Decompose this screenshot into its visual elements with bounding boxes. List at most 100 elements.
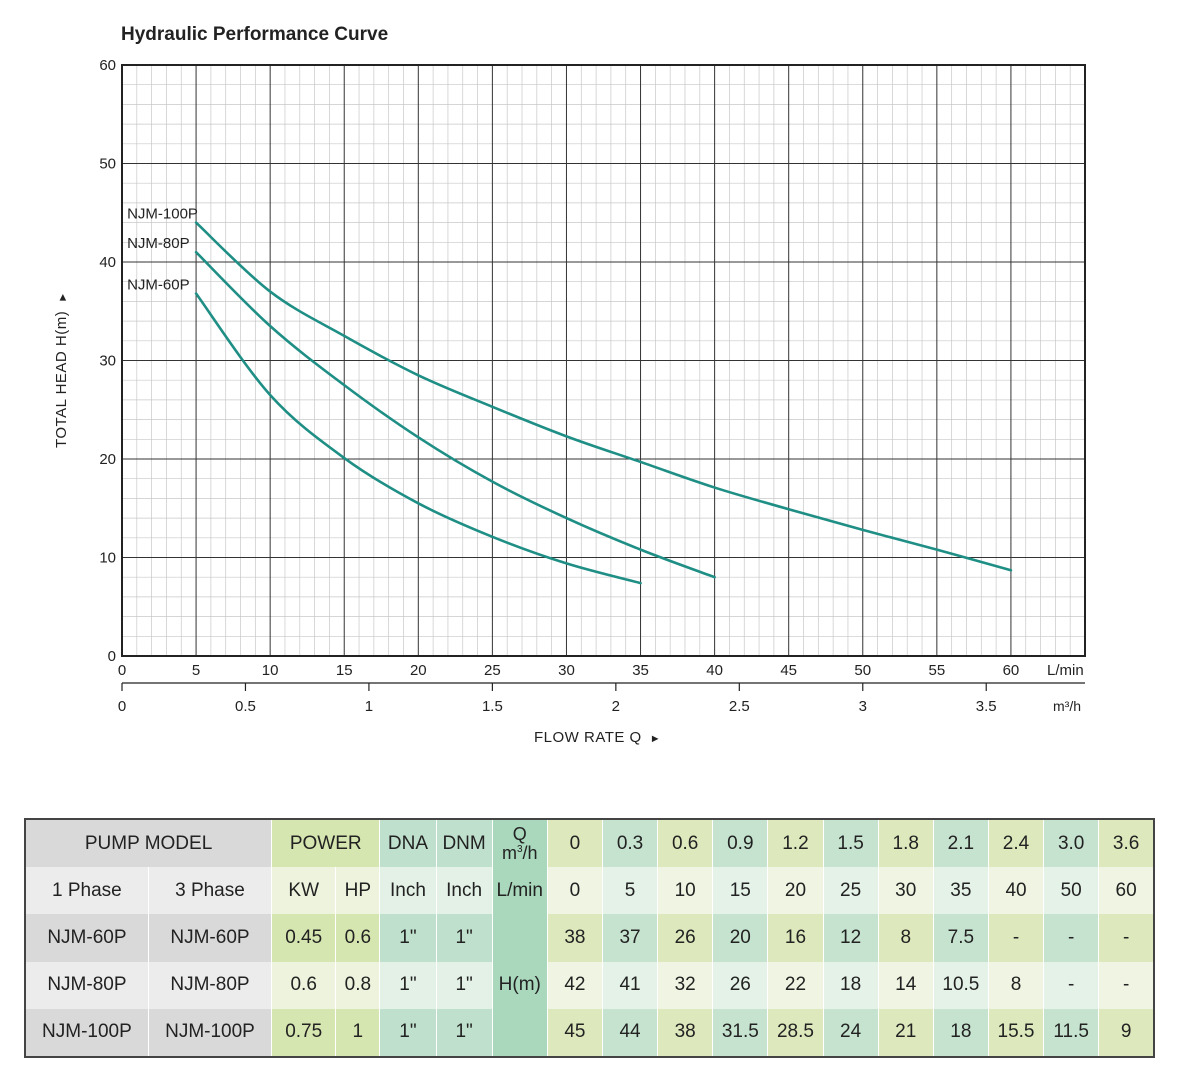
dnm-value: 1" [436, 1008, 493, 1057]
lmin-value: 25 [823, 867, 879, 915]
head-value: 38 [657, 1008, 714, 1057]
dnm-header: DNM [436, 819, 493, 868]
lmin-value: 30 [878, 867, 934, 915]
q-value: 0.3 [602, 819, 659, 868]
series-label-njm-100p: NJM-100P [127, 206, 198, 223]
dna-header: DNA [379, 819, 437, 868]
hp-value: 0.6 [335, 914, 381, 962]
x-tick-label: 5 [192, 662, 200, 679]
dna-value: 1" [379, 961, 437, 1009]
series-line-njm-60p [194, 292, 642, 585]
x-tick-label: 25 [484, 662, 501, 679]
head-value: 22 [767, 961, 824, 1009]
lmin-value: 50 [1043, 867, 1100, 915]
head-value: - [1098, 961, 1155, 1009]
q-unit-m: m [501, 842, 517, 863]
q-value: 2.1 [933, 819, 989, 868]
q-value: 3.0 [1043, 819, 1100, 868]
phase3-header: 3 Phase [148, 867, 273, 915]
head-value: 41 [602, 961, 659, 1009]
head-value: - [1043, 914, 1100, 962]
head-value: 10.5 [933, 961, 989, 1009]
y-axis-ticks: 0 10 20 30 40 50 60 [99, 57, 116, 665]
table-row: NJM-80P NJM-80P 0.6 0.8 1" 1" 42 41 32 2… [25, 961, 1155, 1009]
lmin-value: 60 [1098, 867, 1155, 915]
head-value: 11.5 [1043, 1008, 1100, 1057]
lmin-value: 20 [767, 867, 824, 915]
lmin-value: 0 [547, 867, 603, 915]
series-lines [194, 221, 1013, 585]
head-value: - [988, 914, 1045, 962]
hp-header: HP [335, 867, 381, 915]
x2-unit-label: m³/h [1053, 698, 1081, 714]
dnm-value: 1" [436, 961, 493, 1009]
x2-tick-label: 1.5 [482, 698, 503, 715]
head-value: 26 [657, 914, 714, 962]
head-value: 15.5 [988, 1008, 1045, 1057]
model-3phase: NJM-60P [148, 914, 273, 962]
x-tick-label: 35 [632, 662, 649, 679]
y-tick-label: 30 [99, 353, 116, 370]
lmin-value: 15 [712, 867, 769, 915]
y-axis-title-text: TOTAL HEAD H(m) [53, 311, 70, 448]
q-value: 2.4 [988, 819, 1045, 868]
kw-value: 0.6 [271, 961, 337, 1009]
q-value: 1.8 [878, 819, 934, 868]
x-tick-label: 0 [118, 662, 126, 679]
x-tick-label: 50 [854, 662, 871, 679]
head-value: 38 [547, 914, 603, 962]
x-tick-label: 55 [929, 662, 946, 679]
y-arrow-icon: ► [57, 291, 69, 302]
head-value: 14 [878, 961, 934, 1009]
head-value: 16 [767, 914, 824, 962]
y-tick-label: 0 [108, 648, 116, 665]
major-grid [122, 65, 1085, 656]
table-row: NJM-60P NJM-60P 0.45 0.6 1" 1" H(m) 38 3… [25, 914, 1155, 1057]
series-label-njm-60p: NJM-60P [127, 277, 190, 294]
q-value: 0.9 [712, 819, 769, 868]
table-header-row-2: 1 Phase 3 Phase KW HP Inch Inch L/min 0 … [25, 867, 1155, 915]
q-unit-h: /h [522, 842, 538, 863]
hp-value: 1 [335, 1008, 381, 1057]
head-value: 42 [547, 961, 603, 1009]
head-value: 9 [1098, 1008, 1155, 1057]
model-3phase: NJM-100P [148, 1008, 273, 1057]
power-header: POWER [271, 819, 381, 868]
head-value: 18 [933, 1008, 989, 1057]
y-axis-title: TOTAL HEAD H(m) ► [53, 291, 70, 448]
x-axis-title-text: FLOW RATE Q [534, 729, 642, 746]
x2-tick-label: 3.5 [976, 698, 997, 715]
inch-header-b: Inch [436, 867, 493, 915]
kw-value: 0.45 [271, 914, 337, 962]
lmin-value: 40 [988, 867, 1045, 915]
x-tick-label: 15 [336, 662, 353, 679]
x2-unit-text: m³/h [1053, 698, 1081, 714]
q-value: 0 [547, 819, 603, 868]
series-line-njm-80p [194, 250, 716, 579]
lmin-header: L/min [492, 867, 548, 915]
head-value: 8 [878, 914, 934, 962]
x-unit-label: L/min [1047, 662, 1084, 679]
head-value: - [1043, 961, 1100, 1009]
x2-tick-label: 2 [612, 698, 620, 715]
q-value: 1.2 [767, 819, 824, 868]
phase1-header: 1 Phase [25, 867, 149, 915]
kw-header: KW [271, 867, 337, 915]
head-value: 31.5 [712, 1008, 769, 1057]
head-value: 32 [657, 961, 714, 1009]
head-value: 24 [823, 1008, 879, 1057]
kw-value: 0.75 [271, 1008, 337, 1057]
x-tick-label: 30 [558, 662, 575, 679]
lmin-value: 35 [933, 867, 989, 915]
y-tick-label: 10 [99, 550, 116, 567]
head-value: 28.5 [767, 1008, 824, 1057]
model-1phase: NJM-60P [25, 914, 149, 962]
series-labels: NJM-100P NJM-80P NJM-60P [127, 206, 198, 294]
q-value: 0.6 [657, 819, 714, 868]
head-value: 20 [712, 914, 769, 962]
lmin-value: 10 [657, 867, 714, 915]
